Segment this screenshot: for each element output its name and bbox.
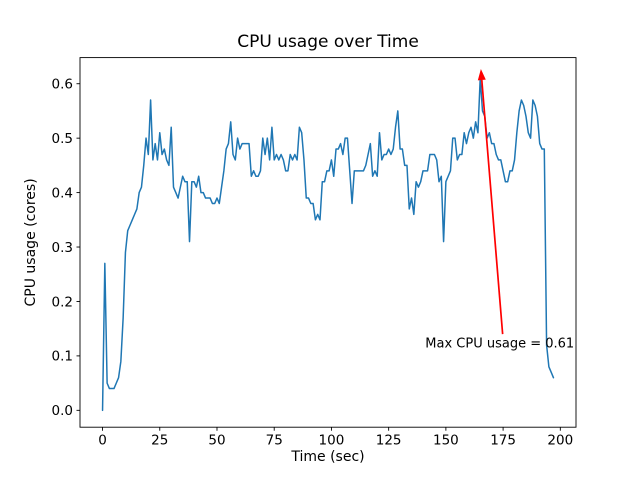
max-annotation: Max CPU usage = 0.61: [425, 69, 574, 352]
x-tick-label: 75: [266, 433, 283, 449]
x-tick-label: 125: [376, 433, 402, 449]
x-tick-label: 0: [98, 433, 107, 449]
y-tick-label: 0.3: [52, 240, 73, 256]
x-tick-label: 150: [433, 433, 459, 449]
cpu-usage-line: [101, 77, 555, 412]
x-tick-label: 50: [208, 433, 225, 449]
y-axis-label: CPU usage (cores): [23, 178, 39, 306]
y-tick-label: 0.2: [52, 294, 73, 310]
x-tick-label: 200: [547, 433, 573, 449]
annotation-arrow-shaft: [480, 79, 504, 335]
plot-border: [79, 57, 577, 428]
annotation-text: Max CPU usage = 0.61: [425, 337, 574, 352]
x-tick-label: 175: [490, 433, 516, 449]
y-axis-ticks: 0.0 0.1 0.2 0.3 0.4 0.5 0.6: [52, 77, 80, 419]
x-axis-label: Time (sec): [290, 449, 364, 465]
annotation-arrow-head: [477, 69, 486, 81]
y-tick-label: 0.0: [52, 403, 73, 419]
y-tick-label: 0.5: [52, 131, 73, 147]
x-tick-label: 25: [151, 433, 168, 449]
x-tick-label: 100: [319, 433, 345, 449]
chart-title: CPU usage over Time: [237, 32, 419, 52]
y-tick-label: 0.4: [52, 185, 73, 201]
y-tick-label: 0.6: [52, 77, 73, 93]
x-axis-ticks: 0 25 50 75 100 125 150 175 200: [98, 427, 573, 449]
y-tick-label: 0.1: [52, 349, 73, 365]
